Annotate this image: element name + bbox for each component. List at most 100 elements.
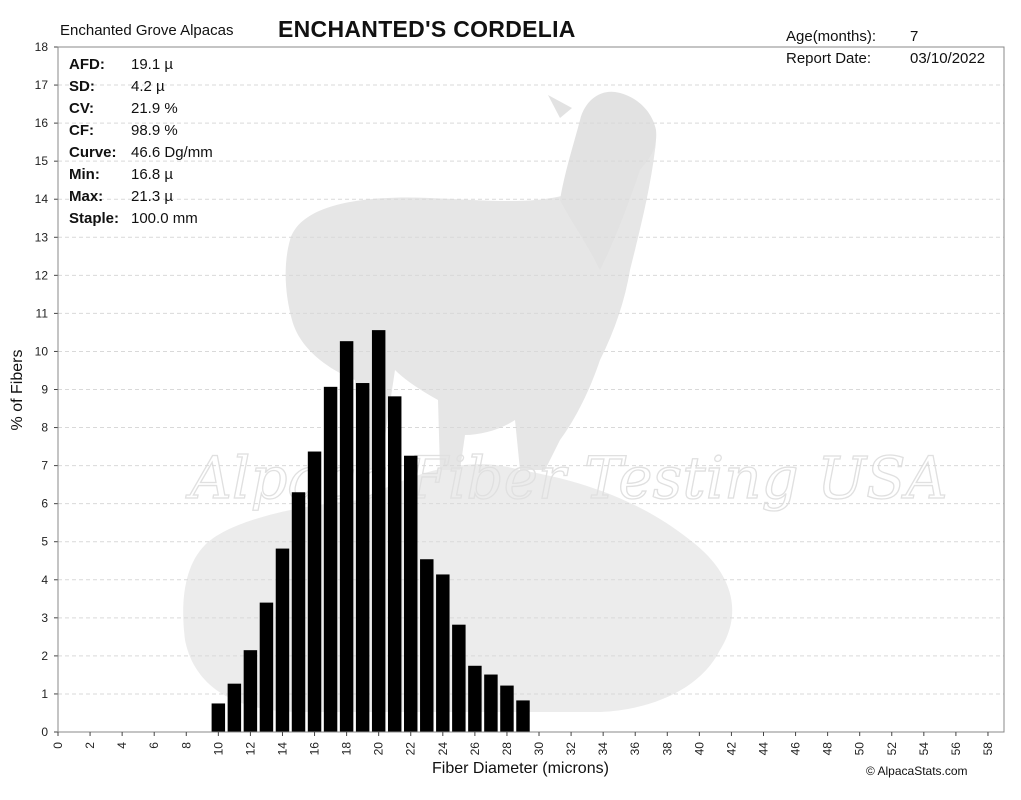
x-tick-label: 18: [340, 742, 354, 756]
stat-value: 21.3 µ: [131, 188, 174, 205]
x-tick-label: 12: [243, 742, 257, 756]
stat-label: Min:: [69, 166, 100, 183]
x-tick-label: 54: [917, 742, 931, 756]
x-tick-label: 44: [756, 742, 770, 756]
animal-name-title: ENCHANTED'S CORDELIA: [278, 16, 576, 42]
y-tick-label: 14: [35, 192, 49, 206]
report-date-value: 03/10/2022: [910, 50, 986, 67]
age-label: Age(months):: [786, 28, 877, 45]
x-tick-label: 56: [949, 742, 963, 756]
axes: [54, 46, 1005, 736]
x-tick-label: 40: [692, 742, 706, 756]
y-tick-label: 8: [41, 421, 48, 435]
stat-label: Staple:: [69, 210, 120, 227]
y-tick-label: 15: [35, 154, 49, 168]
x-tick-label: 42: [724, 742, 738, 756]
stat-label: AFD:: [69, 56, 105, 73]
bar: [404, 455, 418, 732]
x-tick-label: 16: [308, 742, 322, 756]
y-tick-label: 5: [41, 535, 48, 549]
y-tick-label: 12: [35, 268, 49, 282]
stat-label: SD:: [69, 78, 95, 95]
y-tick-label: 0: [41, 725, 48, 739]
bar: [307, 451, 322, 732]
x-tick-label: 8: [179, 742, 193, 749]
stat-value: 46.6 Dg/mm: [131, 144, 213, 161]
stat-cv: CV: 21.9 %: [69, 100, 178, 117]
x-tick-label: 0: [51, 742, 65, 749]
x-tick-label: 24: [436, 742, 450, 756]
stat-label: CF:: [69, 122, 94, 139]
y-tick-label: 11: [36, 306, 49, 320]
farm-name: Enchanted Grove Alpacas: [60, 22, 234, 39]
bars: [211, 330, 530, 732]
bar: [484, 674, 498, 732]
x-tick-label: 26: [468, 742, 482, 756]
x-tick-label: 32: [564, 742, 578, 756]
stat-value: 19.1 µ: [131, 56, 174, 73]
bar: [243, 650, 258, 732]
x-tick-label: 52: [885, 742, 899, 756]
stat-afd: AFD: 19.1 µ: [69, 56, 173, 73]
x-tick-label: 36: [628, 742, 642, 756]
x-tick-label: 46: [789, 742, 803, 756]
bar: [227, 683, 242, 732]
stat-sd: SD: 4.2 µ: [69, 78, 165, 95]
stat-max: Max: 21.3 µ: [69, 188, 173, 205]
bar: [452, 624, 466, 732]
y-tick-label: 9: [41, 383, 48, 397]
y-tick-label: 10: [35, 344, 49, 358]
bar: [420, 559, 434, 732]
y-tick-label: 7: [41, 459, 48, 473]
stat-label: Curve:: [69, 144, 117, 161]
x-tick-label: 48: [821, 742, 835, 756]
x-tick-label: 58: [981, 742, 995, 756]
y-axis-label: % of Fibers: [9, 349, 26, 431]
x-tick-label: 30: [532, 742, 546, 756]
stat-curve: Curve: 46.6 Dg/mm: [69, 144, 213, 161]
bar: [339, 341, 354, 732]
x-tick-label: 20: [372, 742, 386, 756]
bar: [291, 492, 306, 732]
x-tick-label: 6: [147, 742, 161, 749]
stat-value: 100.0 mm: [131, 210, 198, 227]
x-tick-label: 22: [404, 742, 418, 756]
x-tick-label: 2: [83, 742, 97, 749]
y-tick-label: 16: [35, 116, 49, 130]
stat-cf: CF: 98.9 %: [69, 122, 178, 139]
bar: [323, 386, 338, 732]
x-tick-label: 38: [660, 742, 674, 756]
plot-frame: [57, 46, 1005, 733]
age-value: 7: [910, 28, 919, 45]
bar: [259, 602, 274, 732]
x-tick-label: 14: [275, 742, 289, 756]
y-tick-label: 2: [41, 649, 48, 663]
y-tick-label: 4: [41, 573, 48, 587]
stat-min: Min: 16.8 µ: [69, 166, 173, 183]
report-date-label: Report Date:: [786, 50, 872, 67]
x-tick-label: 4: [115, 742, 129, 749]
stat-value: 16.8 µ: [131, 166, 174, 183]
stat-staple: Staple: 100.0 mm: [69, 210, 198, 227]
x-tick-labels: 0 2 4 6 8 10 12 14 16 18 20 22 24 26 28 30 32 34 36 38 40 42 4…: [51, 742, 995, 756]
stat-value: 98.9 %: [131, 122, 178, 139]
x-tick-label: 28: [500, 742, 514, 756]
bar: [275, 548, 290, 732]
stat-value: 21.9 %: [131, 100, 178, 117]
stat-label: CV:: [69, 100, 95, 117]
stat-value: 4.2 µ: [131, 78, 165, 95]
y-tick-label: 6: [41, 497, 48, 511]
grid-lines: [58, 46, 1004, 695]
bar: [387, 396, 402, 732]
bar: [468, 665, 482, 732]
bar: [516, 700, 530, 732]
x-tick-label: 34: [596, 742, 610, 756]
bar: [211, 703, 226, 732]
y-tick-label: 17: [35, 78, 49, 92]
bar: [355, 383, 370, 732]
x-tick-label: 50: [853, 742, 867, 756]
x-tick-label: 10: [211, 742, 225, 756]
bar: [371, 330, 386, 732]
y-tick-label: 1: [41, 687, 48, 701]
